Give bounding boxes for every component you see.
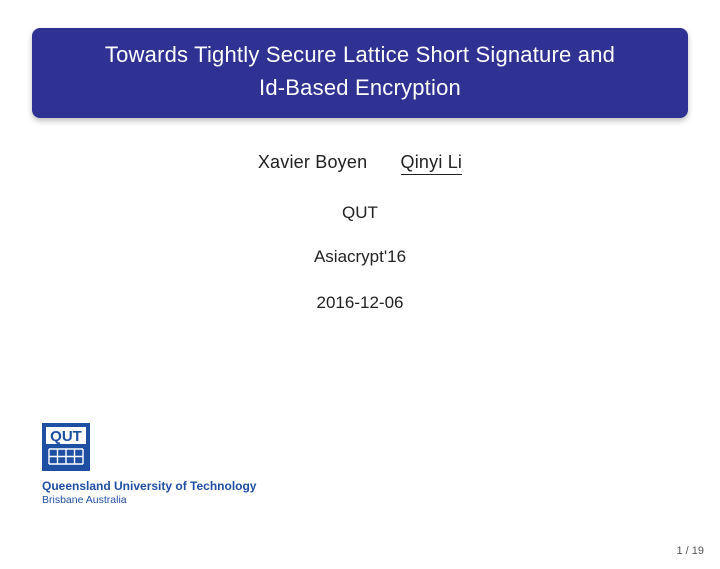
- svg-text:QUT: QUT: [50, 428, 82, 445]
- qut-logo-icon: QUT: [42, 423, 90, 471]
- authors-line: Xavier Boyen Qinyi Li: [0, 152, 720, 175]
- date: 2016-12-06: [0, 293, 720, 313]
- slide: Towards Tightly Secure Lattice Short Sig…: [0, 28, 720, 569]
- conference: Asiacrypt'16: [0, 247, 720, 267]
- author-1: Xavier Boyen: [258, 152, 367, 173]
- title-block: Towards Tightly Secure Lattice Short Sig…: [32, 28, 688, 118]
- title-line-2: Id-Based Encryption: [50, 71, 670, 104]
- logo-institution-name: Queensland University of Technology: [42, 479, 256, 493]
- institute: QUT: [0, 203, 720, 223]
- page-total: 19: [692, 545, 704, 557]
- title-line-1: Towards Tightly Secure Lattice Short Sig…: [50, 38, 670, 71]
- author-2-presenter: Qinyi Li: [401, 152, 463, 175]
- page-separator: /: [683, 545, 692, 557]
- slide-body: Xavier Boyen Qinyi Li QUT Asiacrypt'16 2…: [0, 152, 720, 313]
- logo-institution-location: Brisbane Australia: [42, 494, 256, 507]
- qut-logo-block: QUT Queensland University of Technology …: [42, 423, 256, 507]
- page-counter: 1 / 19: [676, 545, 704, 557]
